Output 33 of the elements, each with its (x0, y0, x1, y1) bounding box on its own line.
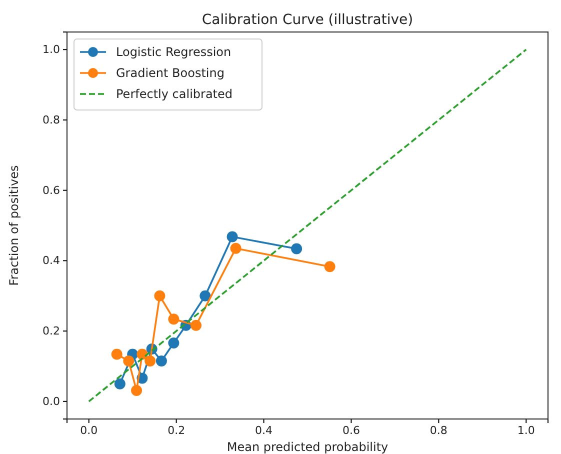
point (200, 290, 211, 302)
point (168, 338, 180, 349)
chart-title: Calibration Curve (illustrative) (202, 12, 414, 28)
legend-label: Gradient Boosting (116, 66, 224, 80)
y-tick-label: 0.4 (42, 254, 60, 268)
x-tick-label: 0.2 (168, 424, 186, 437)
y-tick-label: 0.2 (42, 324, 60, 338)
legend-label: Logistic Regression (116, 45, 232, 59)
point (156, 355, 167, 366)
x-tick-label: 0.8 (430, 424, 448, 437)
point (123, 355, 134, 366)
x-tick-label: 1.0 (517, 424, 535, 437)
point (324, 261, 336, 272)
point (168, 314, 180, 325)
point (230, 242, 242, 254)
x-tick-label: 0.4 (255, 424, 273, 437)
point (144, 355, 156, 366)
y-tick-label: 0.0 (42, 394, 60, 408)
point (131, 385, 142, 396)
point (154, 290, 166, 302)
x-tick-label: 0.6 (342, 424, 360, 437)
point (111, 348, 122, 360)
y-tick-label: 0.6 (42, 184, 60, 197)
point (190, 320, 202, 331)
y-axis-title: Fraction of positives (7, 165, 21, 286)
x-tick-label: 0.0 (80, 424, 98, 437)
y-tick-label: 0.8 (42, 113, 60, 126)
point (114, 378, 126, 390)
legend-label: Perfectly calibrated (116, 87, 233, 101)
y-tick-label: 1.0 (42, 43, 60, 56)
x-axis-title: Mean predicted probability (226, 440, 388, 454)
point (291, 243, 302, 254)
point (226, 231, 238, 242)
